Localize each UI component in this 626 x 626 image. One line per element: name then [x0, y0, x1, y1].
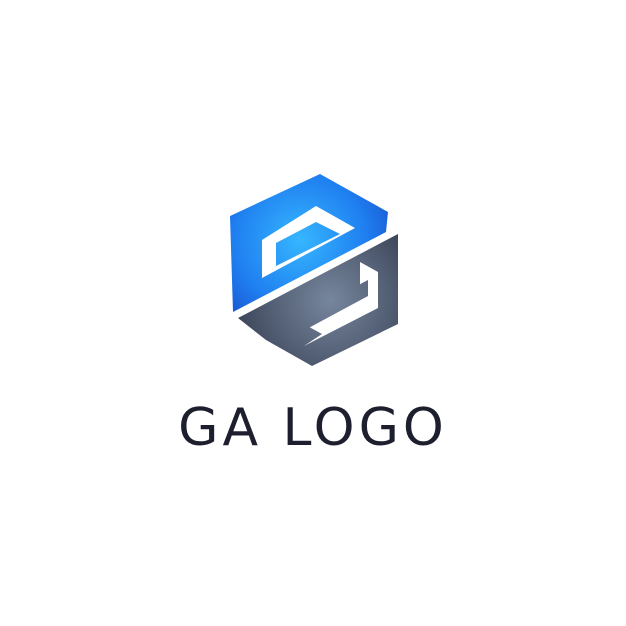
logo-upper-shape: [230, 174, 388, 312]
logo-upper-rail: [276, 222, 340, 266]
logo-wordmark: GA LOGO: [178, 398, 448, 458]
logo-lower-shape: [238, 234, 398, 366]
logo-lower-rail: [272, 280, 368, 338]
